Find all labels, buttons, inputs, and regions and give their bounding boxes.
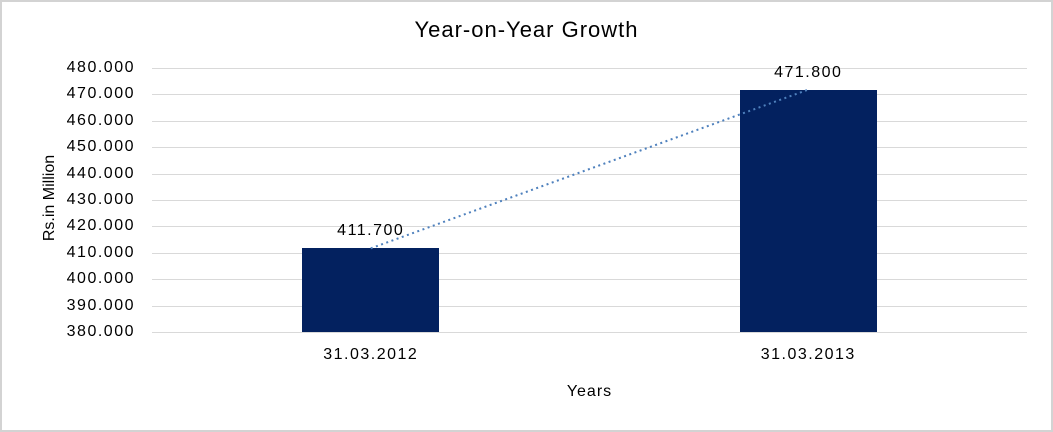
x-category-label: 31.03.2013 xyxy=(760,346,856,363)
chart-title: Year-on-Year Growth xyxy=(414,17,639,42)
bar-value-label: 471.800 xyxy=(774,63,843,81)
y-tick-label: 410.000 xyxy=(66,243,135,261)
y-tick-label: 380.000 xyxy=(66,323,135,340)
x-axis-title: Years xyxy=(566,383,613,400)
gridline xyxy=(152,147,1027,149)
y-tick-label: 460.000 xyxy=(66,111,135,129)
y-tick-label: 470.000 xyxy=(66,85,135,103)
y-tick-label: 440.000 xyxy=(66,164,135,182)
gridline xyxy=(152,173,1027,175)
y-tick-label: 430.000 xyxy=(66,191,135,208)
y-tick-label: 390.000 xyxy=(66,296,135,314)
y-tick-label: 480.000 xyxy=(66,59,135,76)
bar-value-label: 411.700 xyxy=(337,222,405,240)
gridline xyxy=(152,279,1027,281)
gridline xyxy=(152,305,1027,307)
gridline xyxy=(152,200,1027,201)
y-tick-label: 420.000 xyxy=(66,217,135,235)
bar xyxy=(302,248,440,332)
y-tick-label: 400.000 xyxy=(66,270,135,288)
gridline xyxy=(152,68,1027,69)
gridline xyxy=(152,120,1027,122)
gridline xyxy=(152,332,1027,333)
gridline xyxy=(152,226,1027,228)
bar xyxy=(739,89,877,332)
x-category-label: 31.03.2012 xyxy=(323,346,419,363)
y-tick-label: 450.000 xyxy=(66,138,135,156)
gridline xyxy=(152,252,1027,254)
gridline xyxy=(152,94,1027,96)
